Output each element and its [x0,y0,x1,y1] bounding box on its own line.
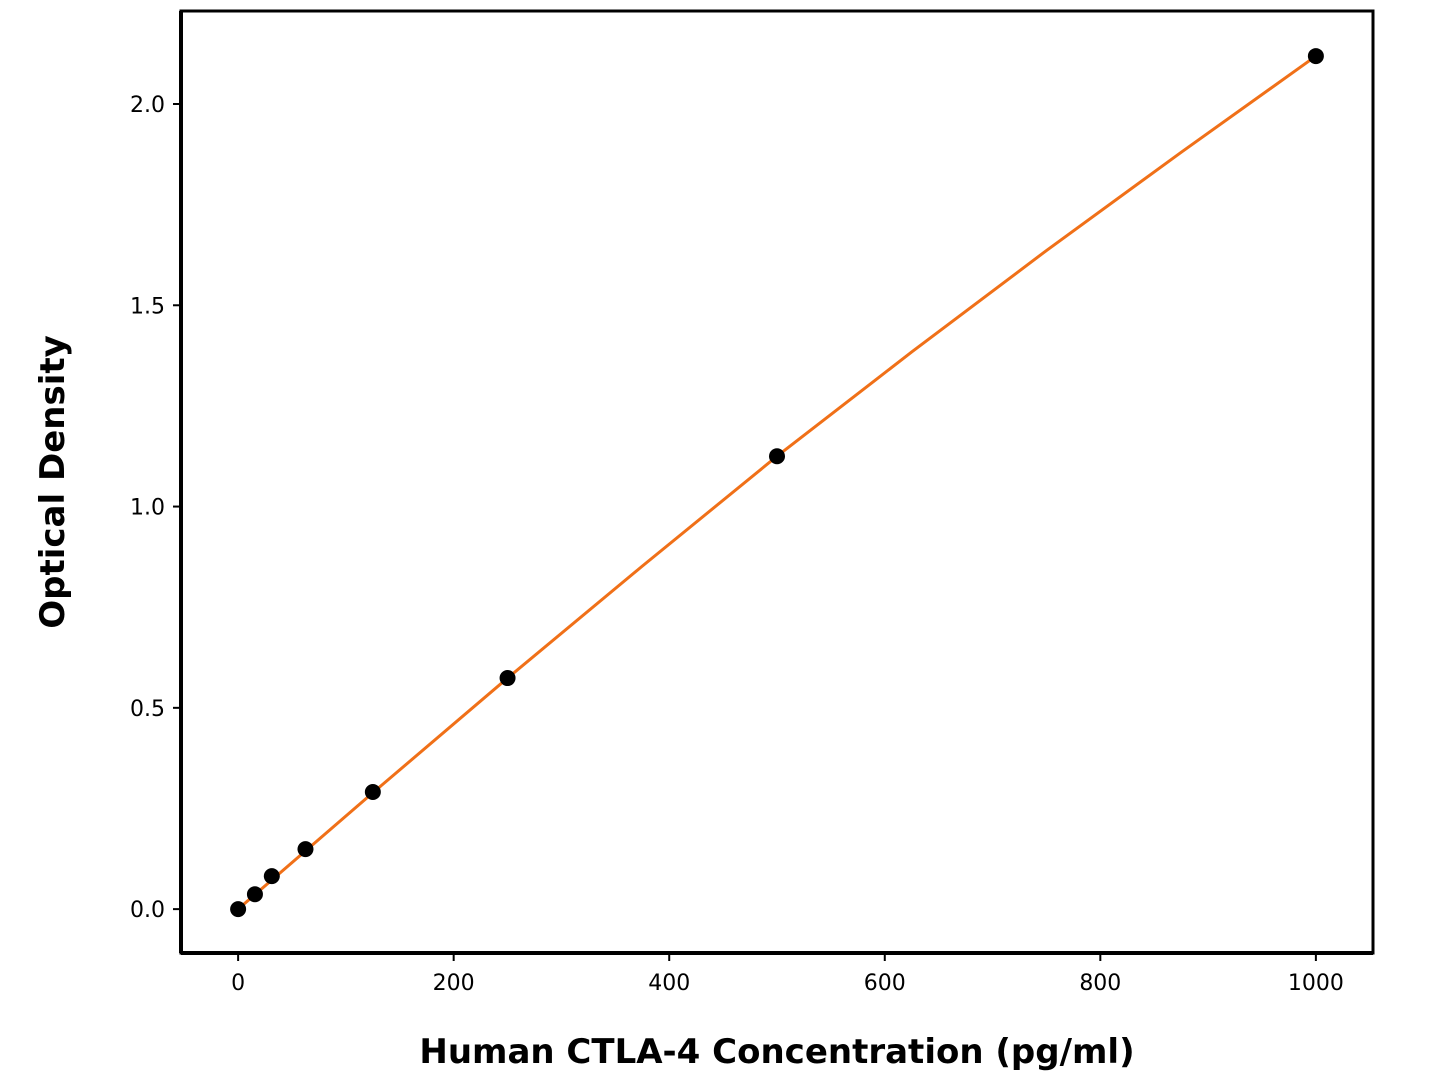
y-tick-label: 1.5 [130,294,165,319]
x-tick-label: 600 [864,971,906,996]
fit-line [237,54,1317,911]
y-tick-label: 0.0 [130,898,165,923]
x-tick-label: 200 [433,971,475,996]
data-point [297,841,314,858]
data-point [499,670,516,687]
x-tick-label: 400 [648,971,690,996]
y-tick-label: 0.5 [130,697,165,722]
data-point [1307,48,1324,65]
data-point [230,901,247,918]
x-tick-label: 0 [231,971,245,996]
data-point [246,886,263,903]
y-tick-label: 1.0 [130,496,165,521]
x-tick-label: 800 [1079,971,1121,996]
data-point [263,868,280,885]
y-tick-label: 2.0 [130,93,165,118]
x-axis-label: Human CTLA-4 Concentration (pg/ml) [419,1032,1134,1072]
data-point [364,783,381,800]
x-tick-label: 1000 [1288,971,1344,996]
y-axis-label: Optical Density [33,335,73,629]
plot-frame [179,9,1375,955]
data-point [769,448,785,465]
